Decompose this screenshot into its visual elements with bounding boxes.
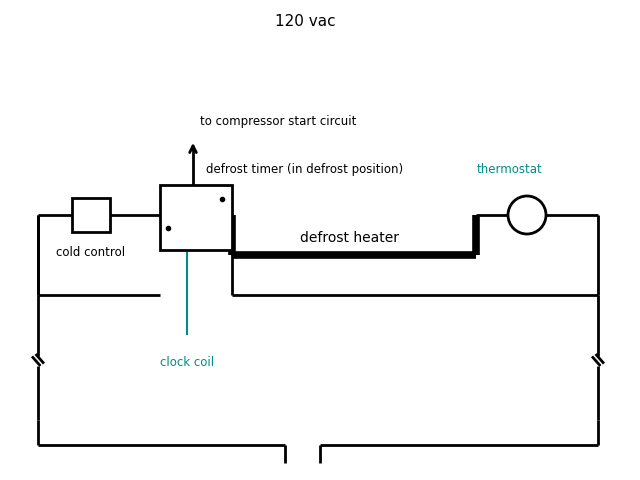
Text: defrost heater: defrost heater: [301, 231, 399, 245]
Text: cold control: cold control: [56, 246, 125, 259]
Circle shape: [508, 196, 546, 234]
Text: to compressor start circuit: to compressor start circuit: [200, 115, 356, 128]
Text: thermostat: thermostat: [477, 163, 543, 176]
Text: 120 vac: 120 vac: [275, 14, 335, 29]
Text: clock coil: clock coil: [160, 356, 214, 369]
Text: defrost timer (in defrost position): defrost timer (in defrost position): [206, 163, 403, 176]
Bar: [160, 185, 232, 250]
Bar: [72, 198, 110, 232]
